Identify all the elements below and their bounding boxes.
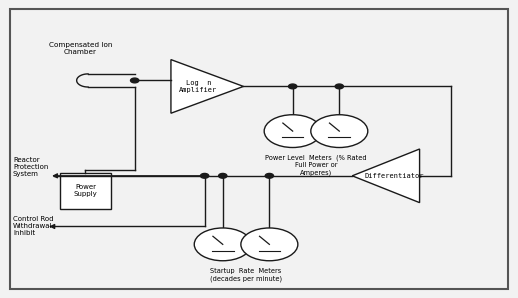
Text: Startup  Rate  Meters
(decades per minute): Startup Rate Meters (decades per minute) — [210, 268, 282, 282]
Text: Differentiator: Differentiator — [364, 173, 424, 179]
Circle shape — [264, 115, 321, 148]
Text: Power
Supply: Power Supply — [74, 184, 97, 197]
Circle shape — [131, 78, 139, 83]
Circle shape — [335, 84, 343, 89]
Circle shape — [311, 115, 368, 148]
Circle shape — [265, 173, 274, 178]
Text: Control Rod
Withdrawal
Inhibit: Control Rod Withdrawal Inhibit — [13, 216, 53, 237]
Text: Compensated Ion
Chamber: Compensated Ion Chamber — [49, 42, 112, 55]
Circle shape — [241, 228, 298, 261]
Circle shape — [200, 173, 209, 178]
Bar — [60, 173, 111, 209]
Text: Log  n
Amplifier: Log n Amplifier — [179, 80, 218, 93]
Polygon shape — [171, 60, 243, 113]
Text: Reactor
Protection
System: Reactor Protection System — [13, 157, 48, 177]
Circle shape — [219, 173, 227, 178]
Circle shape — [289, 84, 297, 89]
Text: Power Level  Meters  (% Rated
Full Power or
Amperes): Power Level Meters (% Rated Full Power o… — [265, 155, 367, 176]
Polygon shape — [352, 149, 420, 203]
Circle shape — [194, 228, 251, 261]
